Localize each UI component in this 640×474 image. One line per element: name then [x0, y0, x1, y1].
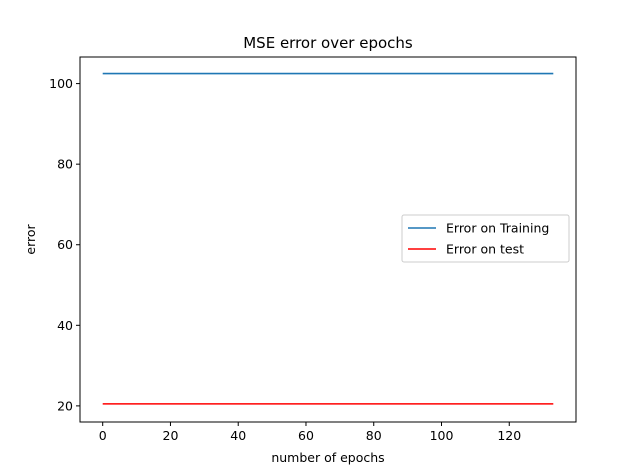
y-axis-label: error	[23, 224, 38, 255]
y-tick-label: 20	[57, 398, 73, 413]
series-lines	[102, 72, 554, 405]
y-axis: 20 40 60 80 100	[49, 76, 80, 413]
y-tick-label: 40	[57, 318, 73, 333]
x-tick-label: 0	[99, 428, 107, 443]
x-tick-label: 100	[430, 428, 454, 443]
chart-title: MSE error over epochs	[243, 34, 413, 52]
y-tick-label: 100	[49, 76, 73, 91]
x-tick-label: 60	[298, 428, 314, 443]
x-tick-label: 120	[497, 428, 521, 443]
x-axis-label: number of epochs	[271, 450, 384, 465]
x-tick-label: 40	[230, 428, 246, 443]
x-tick-label: 80	[366, 428, 382, 443]
x-axis: 0 20 40 60 80 100 120	[99, 422, 521, 443]
legend: Error on Training Error on test	[401, 214, 570, 263]
y-tick-label: 80	[57, 157, 73, 172]
legend-box	[401, 214, 570, 263]
y-tick-label: 60	[57, 237, 73, 252]
legend-label: Error on Training	[446, 221, 549, 236]
x-tick-label: 20	[163, 428, 179, 443]
legend-label: Error on test	[446, 242, 524, 257]
